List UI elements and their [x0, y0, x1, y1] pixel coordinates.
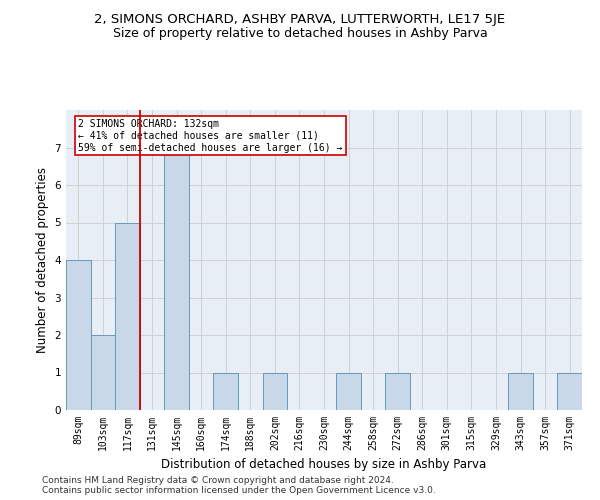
Text: 2 SIMONS ORCHARD: 132sqm
← 41% of detached houses are smaller (11)
59% of semi-d: 2 SIMONS ORCHARD: 132sqm ← 41% of detach…: [78, 120, 343, 152]
Bar: [164, 148, 189, 410]
Bar: [557, 372, 582, 410]
Bar: [66, 260, 91, 410]
X-axis label: Distribution of detached houses by size in Ashby Parva: Distribution of detached houses by size …: [161, 458, 487, 471]
Bar: [336, 372, 361, 410]
Bar: [508, 372, 533, 410]
Bar: [91, 335, 115, 410]
Bar: [115, 222, 140, 410]
Text: 2, SIMONS ORCHARD, ASHBY PARVA, LUTTERWORTH, LE17 5JE: 2, SIMONS ORCHARD, ASHBY PARVA, LUTTERWO…: [94, 12, 506, 26]
Bar: [214, 372, 238, 410]
Bar: [263, 372, 287, 410]
Text: Contains public sector information licensed under the Open Government Licence v3: Contains public sector information licen…: [42, 486, 436, 495]
Y-axis label: Number of detached properties: Number of detached properties: [36, 167, 49, 353]
Bar: [385, 372, 410, 410]
Text: Size of property relative to detached houses in Ashby Parva: Size of property relative to detached ho…: [113, 28, 487, 40]
Text: Contains HM Land Registry data © Crown copyright and database right 2024.: Contains HM Land Registry data © Crown c…: [42, 476, 394, 485]
